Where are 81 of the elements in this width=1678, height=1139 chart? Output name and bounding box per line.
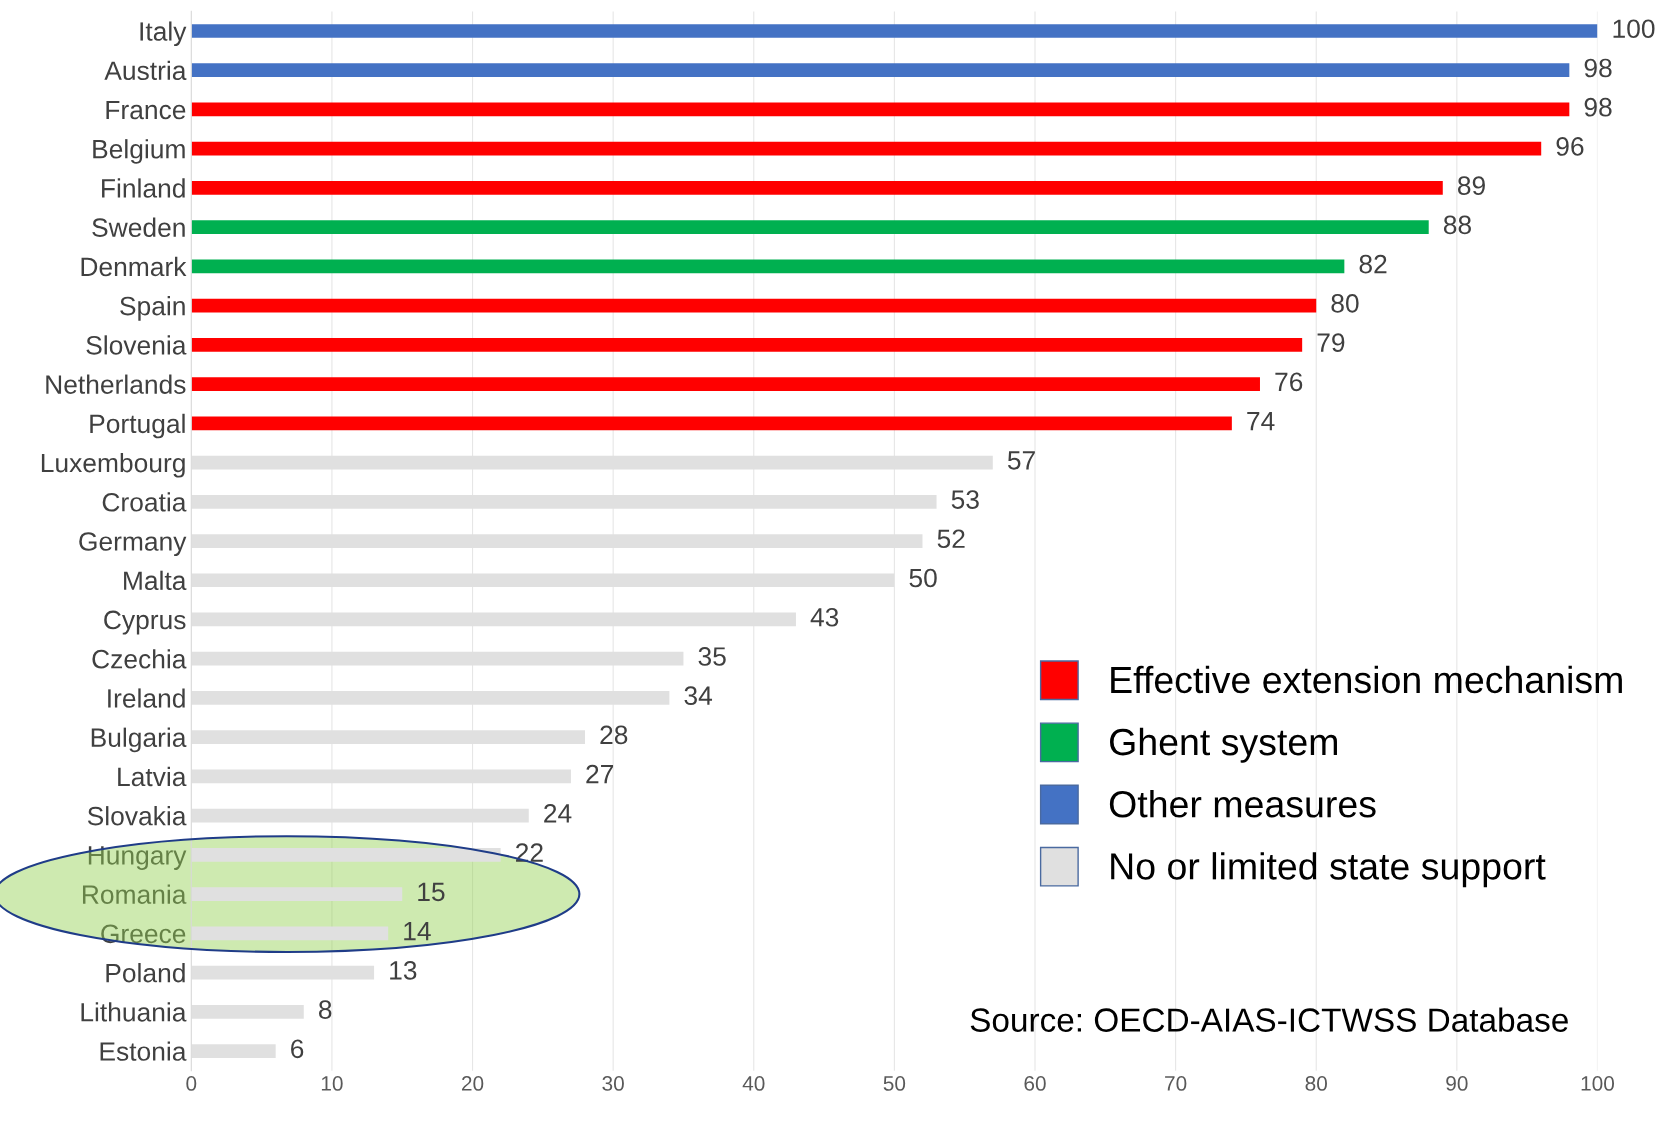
data-label: 35 <box>698 647 726 666</box>
data-label: 15 <box>418 882 445 902</box>
y-tick-label: Austria <box>104 60 187 81</box>
data-label: 76 <box>1275 372 1303 392</box>
y-tick-label: Poland <box>106 963 185 983</box>
y-tick-label: Spain <box>120 296 185 321</box>
data-label: 28 <box>600 725 628 745</box>
data-label: 79 <box>1317 333 1345 352</box>
bar <box>191 181 1443 195</box>
x-tick-label: 100 <box>1581 1076 1615 1091</box>
bar <box>191 298 1317 313</box>
y-tick-label: Germany <box>79 532 187 557</box>
bar <box>191 416 1232 431</box>
y-tick-label: Netherlands <box>46 374 186 394</box>
data-label: 96 <box>1556 137 1584 156</box>
data-label: 34 <box>684 686 713 706</box>
x-tick-label: 90 <box>1446 1076 1468 1091</box>
y-tick-label: Finland <box>102 178 185 198</box>
y-tick-label: Luxembourg <box>41 453 185 478</box>
x-tick-label: 50 <box>883 1076 906 1091</box>
data-label: 14 <box>404 922 431 941</box>
bar <box>191 377 1260 391</box>
y-tick-label: Estonia <box>100 1041 187 1061</box>
y-tick-label: Ireland <box>108 688 185 708</box>
y-tick-label: Cyprus <box>104 610 186 635</box>
data-label: 57 <box>1007 451 1035 470</box>
data-label: 100 <box>1613 19 1655 39</box>
x-tick-label: 0 <box>186 1076 197 1091</box>
x-tick-label: 40 <box>742 1076 765 1091</box>
data-label: 22 <box>516 843 543 862</box>
y-tick-label: Bulgaria <box>91 727 187 753</box>
bar <box>191 259 1345 274</box>
bar <box>191 338 1303 352</box>
data-label: 88 <box>1443 215 1471 235</box>
y-tick-label: Sweden <box>92 217 185 237</box>
annotation: Source: OECD-AIAS-ICTWSS Database <box>970 1007 1568 1032</box>
y-tick-label: Italy <box>140 21 187 47</box>
data-label: 13 <box>390 960 417 980</box>
data-label: 52 <box>937 529 965 549</box>
x-tick-label: 10 <box>321 1076 343 1091</box>
bar <box>191 220 1429 235</box>
y-tick-label: Slovakia <box>87 806 187 826</box>
data-label: 50 <box>909 568 937 588</box>
y-tick-label: Belgium <box>93 139 185 164</box>
y-tick-label: Latvia <box>118 766 187 787</box>
x-tick-label: 20 <box>461 1076 484 1091</box>
data-label: 98 <box>1584 97 1612 117</box>
x-tick-label: 60 <box>1024 1076 1046 1091</box>
data-label: 53 <box>951 490 979 509</box>
bar <box>191 24 1598 38</box>
x-tick-label: 70 <box>1165 1076 1187 1091</box>
y-tick-label: Hungary <box>88 846 187 870</box>
y-tick-label: Greece <box>101 924 186 944</box>
data-label: 27 <box>586 764 614 784</box>
data-label: 82 <box>1359 254 1387 274</box>
legend-label: Effective extension mechanism <box>1111 665 1622 694</box>
y-tick-label: Denmark <box>81 256 187 277</box>
data-label: 98 <box>1584 58 1612 78</box>
data-label: 6 <box>291 1039 304 1059</box>
y-tick-label: Romania <box>82 884 187 904</box>
y-tick-label: France <box>106 100 186 120</box>
y-tick-label: Malta <box>124 570 187 591</box>
data-label: 89 <box>1457 176 1485 196</box>
y-tick-label: Portugal <box>90 413 185 439</box>
y-tick-label: Czechia <box>92 649 187 669</box>
bar <box>191 141 1542 156</box>
x-tick-label: 80 <box>1305 1076 1327 1091</box>
x-tick-label: 30 <box>602 1076 624 1091</box>
data-label: 43 <box>810 607 839 627</box>
y-tick-label: Lithuania <box>81 1002 187 1022</box>
y-tick-label: Croatia <box>102 492 187 512</box>
bar <box>191 102 1570 117</box>
data-label: 8 <box>318 1000 332 1019</box>
legend-label: Other measures <box>1109 790 1376 818</box>
y-tick-label: Slovenia <box>86 335 187 355</box>
data-label: 24 <box>544 804 572 823</box>
data-label: 74 <box>1247 412 1275 431</box>
legend-label: No or limited state support <box>1111 852 1546 888</box>
bar <box>191 63 1570 78</box>
data-label: 80 <box>1331 294 1359 313</box>
legend-label: Ghent system <box>1110 727 1337 763</box>
